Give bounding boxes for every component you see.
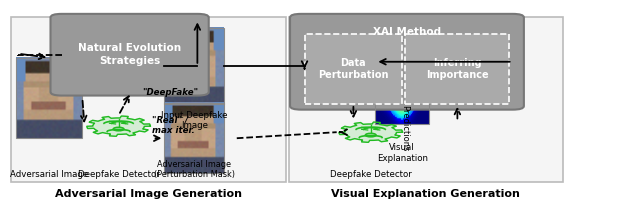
Text: "DeepFake": "DeepFake" [142, 89, 198, 98]
Text: Predictions: Predictions [401, 105, 410, 151]
Text: Adversarial Image: Adversarial Image [10, 171, 88, 180]
Text: Data
Perturbation: Data Perturbation [318, 58, 388, 80]
Text: Visual
Explanation: Visual Explanation [377, 143, 428, 163]
Text: Adversarial Image Generation: Adversarial Image Generation [54, 188, 242, 198]
Polygon shape [87, 116, 150, 136]
Text: Deepfake Detector: Deepfake Detector [77, 171, 159, 180]
FancyBboxPatch shape [290, 14, 524, 110]
Text: Natural Evolution
Strategies: Natural Evolution Strategies [78, 43, 181, 66]
FancyBboxPatch shape [305, 34, 402, 104]
Text: Deepfake Detector: Deepfake Detector [330, 171, 412, 180]
Bar [164, 103, 224, 173]
FancyBboxPatch shape [51, 14, 209, 95]
Polygon shape [339, 122, 403, 142]
FancyBboxPatch shape [12, 18, 285, 183]
Text: Adversarial Image
(Perturbation Mask): Adversarial Image (Perturbation Mask) [154, 160, 235, 180]
Bar [16, 58, 83, 138]
Text: Visual Explanation Generation: Visual Explanation Generation [331, 188, 520, 198]
Text: Input Deepfake
Image: Input Deepfake Image [161, 111, 227, 130]
Text: Inferring
Importance: Inferring Importance [426, 58, 489, 80]
Text: XAI Method: XAI Method [373, 27, 441, 37]
Text: "Real" /
max iter.: "Real" / max iter. [152, 115, 195, 135]
FancyBboxPatch shape [289, 18, 563, 183]
Bar [376, 40, 429, 124]
FancyBboxPatch shape [405, 34, 509, 104]
Bar [164, 28, 224, 104]
